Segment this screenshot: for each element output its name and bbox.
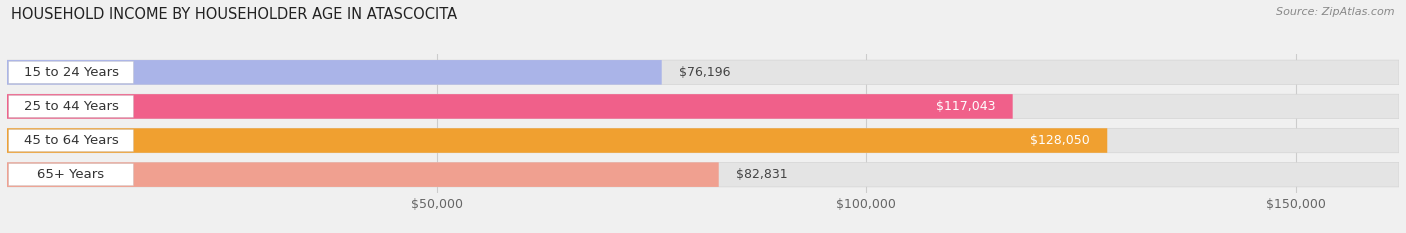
FancyBboxPatch shape (7, 162, 1399, 187)
FancyBboxPatch shape (7, 128, 1399, 153)
Text: $128,050: $128,050 (1031, 134, 1090, 147)
Text: $76,196: $76,196 (679, 66, 730, 79)
FancyBboxPatch shape (8, 62, 134, 83)
FancyBboxPatch shape (7, 94, 1399, 119)
FancyBboxPatch shape (8, 164, 134, 185)
Text: 15 to 24 Years: 15 to 24 Years (24, 66, 118, 79)
Text: $82,831: $82,831 (735, 168, 787, 181)
Text: 45 to 64 Years: 45 to 64 Years (24, 134, 118, 147)
FancyBboxPatch shape (7, 94, 1012, 119)
Text: HOUSEHOLD INCOME BY HOUSEHOLDER AGE IN ATASCOCITA: HOUSEHOLD INCOME BY HOUSEHOLDER AGE IN A… (11, 7, 457, 22)
Text: $117,043: $117,043 (936, 100, 995, 113)
FancyBboxPatch shape (7, 128, 1108, 153)
FancyBboxPatch shape (8, 96, 134, 117)
Text: Source: ZipAtlas.com: Source: ZipAtlas.com (1277, 7, 1395, 17)
Text: 65+ Years: 65+ Years (38, 168, 104, 181)
FancyBboxPatch shape (7, 60, 1399, 85)
FancyBboxPatch shape (7, 60, 662, 85)
FancyBboxPatch shape (8, 130, 134, 151)
Text: 25 to 44 Years: 25 to 44 Years (24, 100, 118, 113)
FancyBboxPatch shape (7, 162, 718, 187)
